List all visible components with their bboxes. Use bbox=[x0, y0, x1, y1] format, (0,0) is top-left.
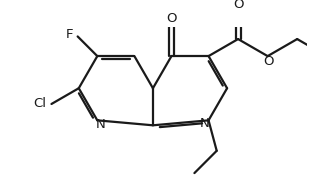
Text: O: O bbox=[263, 55, 274, 68]
Text: Cl: Cl bbox=[33, 97, 46, 110]
Text: O: O bbox=[166, 12, 177, 25]
Text: N: N bbox=[96, 118, 106, 131]
Text: F: F bbox=[66, 28, 73, 41]
Text: N: N bbox=[200, 117, 210, 130]
Text: O: O bbox=[233, 0, 243, 11]
